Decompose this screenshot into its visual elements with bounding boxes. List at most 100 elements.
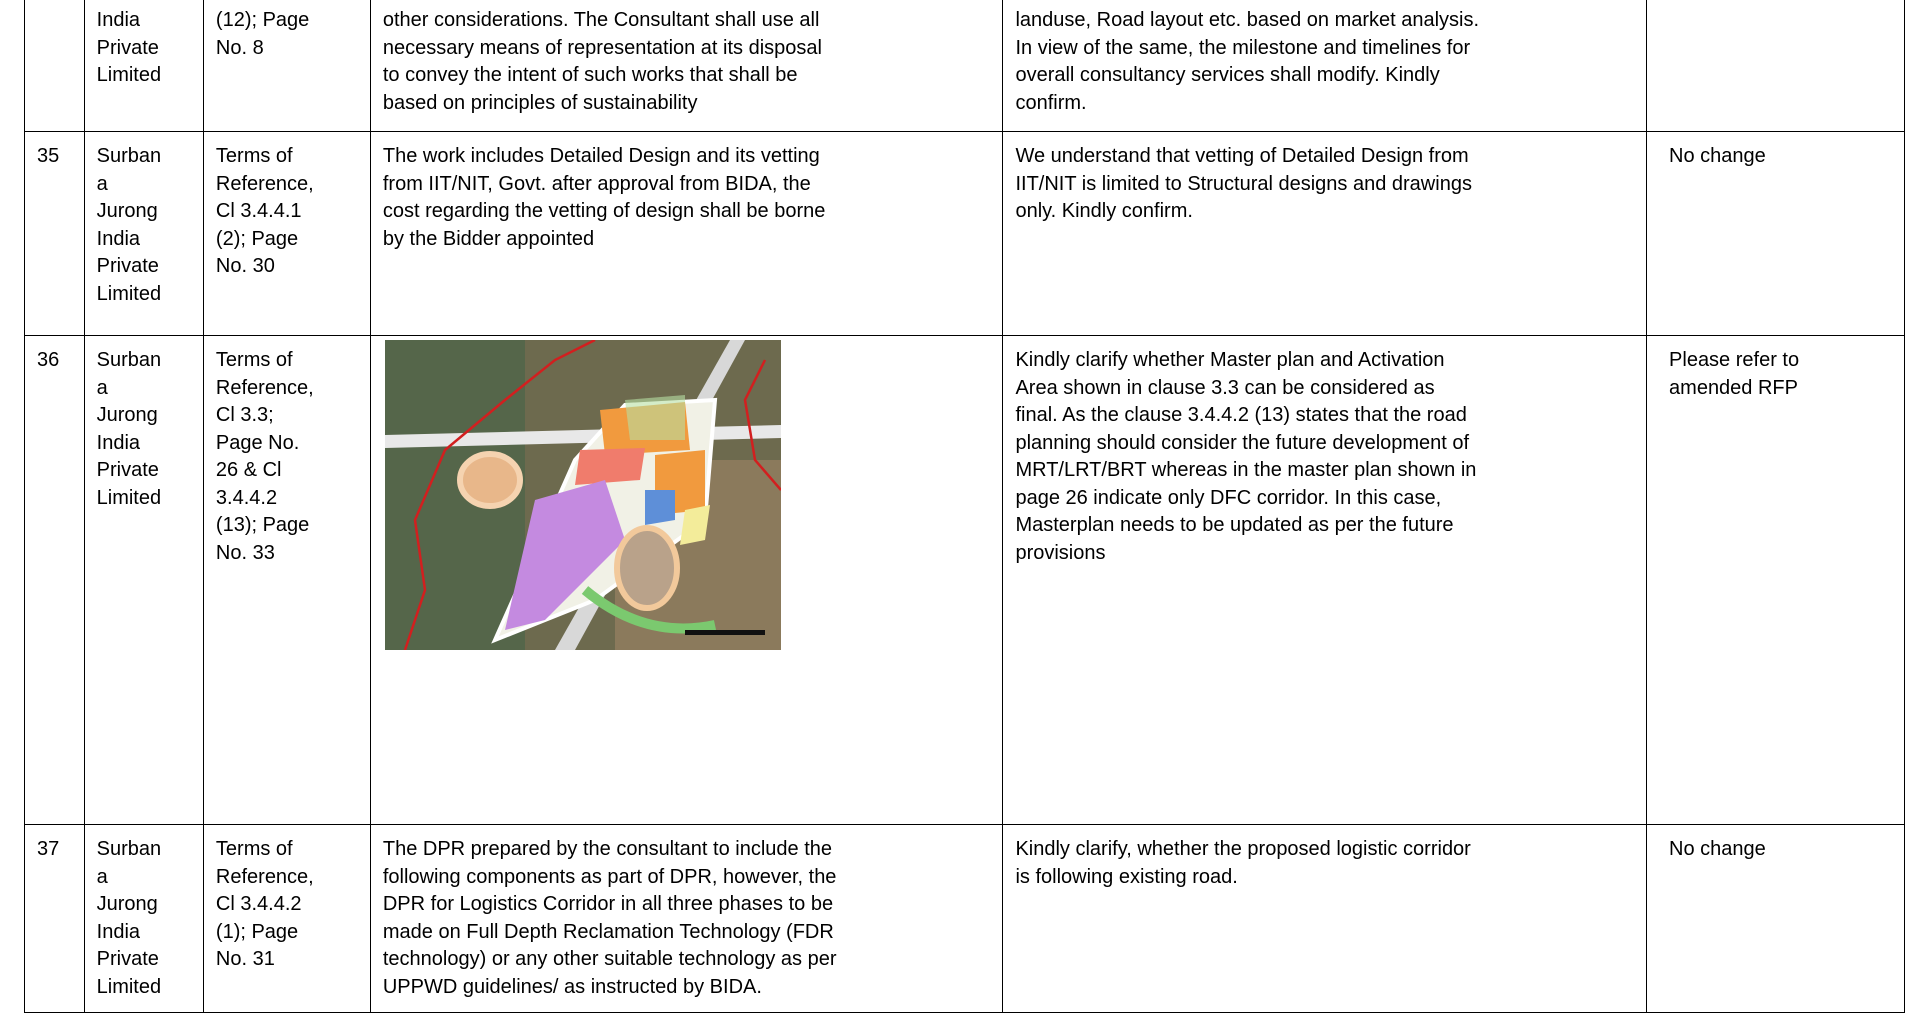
- cell-text-line: No. 8: [215, 36, 264, 59]
- cell-text-line: provisions: [1015, 541, 1106, 564]
- table-cell: The DPR prepared by the consultant to in…: [369, 824, 1004, 1013]
- cell-text-line: Surban: [96, 145, 162, 167]
- cell-text-line: IIT/NIT is limited to Structural designs…: [1015, 172, 1472, 195]
- cell-text-line: landuse, Road layout etc. based on marke…: [1015, 9, 1480, 31]
- cell-text-line: Page No.: [215, 431, 300, 454]
- cell-text-line: 3.4.4.2: [215, 486, 278, 509]
- cell-text-line: Please refer to: [1669, 349, 1800, 371]
- cell-text-line: No. 30: [215, 255, 275, 277]
- cell-text-line: only. Kindly confirm.: [1015, 200, 1193, 222]
- cell-text-line: Jurong: [96, 200, 158, 222]
- cell-text-line: We understand that vetting of Detailed D…: [1015, 145, 1469, 167]
- clarification-table: India Private Limited (12); Page No. 8 other …: [24, 0, 1905, 1013]
- table-cell: 37: [24, 824, 85, 1013]
- cell-text-line: Terms of: [215, 838, 293, 860]
- table-cell: Surban a Jurong India Private Limited: [83, 131, 204, 336]
- cell-text-line: India: [96, 920, 141, 943]
- cell-text-line: Private: [96, 255, 159, 277]
- cell-text-line: UPPWD guidelines/ as instructed by BIDA.: [382, 975, 762, 998]
- table-cell: landuse, Road layout etc. based on marke…: [1002, 0, 1648, 132]
- cell-text-line: technology) or any other suitable techno…: [382, 948, 837, 970]
- cell-text-line: is following existing road.: [1015, 865, 1238, 888]
- cell-text-line: (13); Page: [215, 514, 310, 536]
- cell-text-line: Reference,: [215, 865, 314, 888]
- table-cell: 36: [24, 335, 85, 825]
- cell-text-line: Kindly clarify, whether the proposed log…: [1015, 838, 1471, 860]
- cell-text-line: by the Bidder appointed: [382, 227, 595, 250]
- cell-text-line: Surban: [96, 349, 162, 371]
- cell-text-line: planning should consider the future deve…: [1015, 431, 1470, 454]
- cell-text-line: Limited: [96, 64, 162, 86]
- table-cell: 35: [24, 131, 85, 336]
- cell-text-line: final. As the clause 3.4.4.2 (13) states…: [1015, 404, 1467, 426]
- cell-text-line: made on Full Depth Reclamation Technolog…: [382, 920, 834, 943]
- cell-text-line: India: [96, 9, 141, 31]
- cell-text-line: Limited: [96, 975, 162, 998]
- cell-text-line: 36: [37, 349, 60, 371]
- table-row: 36 Surban a Jurong India Private Limited Terms …: [24, 335, 1905, 825]
- cell-text-line: India: [96, 431, 141, 454]
- cell-text-line: Limited: [96, 282, 162, 305]
- table-cell: Kindly clarify, whether the proposed log…: [1002, 824, 1648, 1013]
- cell-text-line: Cl 3.3;: [215, 404, 274, 426]
- cell-text-line: Area shown in clause 3.3 can be consider…: [1015, 376, 1435, 399]
- cell-text-line: overall consultancy services shall modif…: [1015, 64, 1440, 86]
- cell-text-line: (2); Page: [215, 227, 299, 250]
- cell-text-line: 35: [37, 145, 60, 167]
- table-cell: Surban a Jurong India Private Limited: [83, 335, 204, 825]
- table-cell: other considerations. The Consultant sha…: [369, 0, 1004, 132]
- cell-text-line: Kindly clarify whether Master plan and A…: [1015, 349, 1445, 371]
- cell-text-line: No. 31: [215, 948, 275, 970]
- cell-text-line: (1); Page: [215, 920, 299, 943]
- cell-text-line: Jurong: [96, 893, 158, 915]
- cell-text-line: MRT/LRT/BRT whereas in the master plan s…: [1015, 459, 1477, 481]
- cell-text-line: to convey the intent of such works that …: [382, 64, 798, 86]
- cell-text-line: confirm.: [1015, 91, 1087, 114]
- cell-text-line: Private: [96, 948, 159, 970]
- cell-text-line: Cl 3.4.4.1: [215, 200, 302, 222]
- cell-text-line: necessary means of representation at its…: [382, 36, 822, 59]
- cell-text-line: following components as part of DPR, how…: [382, 865, 837, 888]
- cell-text-line: amended RFP: [1669, 376, 1798, 399]
- cell-text-line: Private: [96, 459, 159, 481]
- table-cell: We understand that vetting of Detailed D…: [1002, 131, 1648, 336]
- cell-text-line: Cl 3.4.4.2: [215, 893, 302, 915]
- table-cell: (12); Page No. 8: [202, 0, 371, 132]
- cell-text-line: Surban: [96, 838, 162, 860]
- cell-text-line: No. 33: [215, 541, 275, 564]
- table-cell: Terms of Reference, Cl 3.4.4.2 (1); Page No.…: [202, 824, 371, 1013]
- table-cell: Please refer to amended RFP: [1646, 335, 1905, 825]
- cell-text-line: Reference,: [215, 376, 314, 399]
- table-cell: No change: [1646, 131, 1905, 336]
- cell-text-line: Terms of: [215, 349, 293, 371]
- cell-text-line: based on principles of sustainability: [382, 91, 698, 114]
- cell-text-line: 26 & Cl: [215, 459, 282, 481]
- cell-text-line: No change: [1669, 145, 1766, 167]
- cell-text-line: Private: [96, 36, 159, 59]
- cell-text-line: a: [96, 865, 108, 888]
- cell-text-line: from IIT/NIT, Govt. after approval from …: [382, 172, 811, 195]
- table-cell: Terms of Reference, Cl 3.3; Page No. 26 & Cl…: [202, 335, 371, 825]
- cell-text-line: India: [96, 227, 141, 250]
- cell-text-line: The work includes Detailed Design and it…: [382, 145, 820, 167]
- table-cell: India Private Limited: [83, 0, 204, 132]
- cell-text-line: Masterplan needs to be updated as per th…: [1015, 514, 1454, 536]
- cell-text-line: In view of the same, the milestone and t…: [1015, 36, 1471, 59]
- cell-text-line: page 26 indicate only DFC corridor. In t…: [1015, 486, 1442, 509]
- cell-text-line: Terms of: [215, 145, 293, 167]
- table-row: 37 Surban a Jurong India Private Limited Terms …: [24, 824, 1905, 1013]
- table-cell: Surban a Jurong India Private Limited: [83, 824, 204, 1013]
- cell-text-line: other considerations. The Consultant sha…: [382, 9, 820, 31]
- cell-text-line: DPR for Logistics Corridor in all three …: [382, 893, 834, 915]
- cell-text-line: Jurong: [96, 404, 158, 426]
- table-cell: No change: [1646, 824, 1905, 1013]
- table-cell: [1646, 0, 1905, 132]
- cell-text-line: 37: [37, 838, 60, 860]
- cell-text-line: a: [96, 172, 108, 195]
- table-cell: Terms of Reference, Cl 3.4.4.1 (2); Page No.…: [202, 131, 371, 336]
- table-cell: The work includes Detailed Design and it…: [369, 131, 1004, 336]
- table-row: 35 Surban a Jurong India Private Limited Terms …: [24, 131, 1905, 336]
